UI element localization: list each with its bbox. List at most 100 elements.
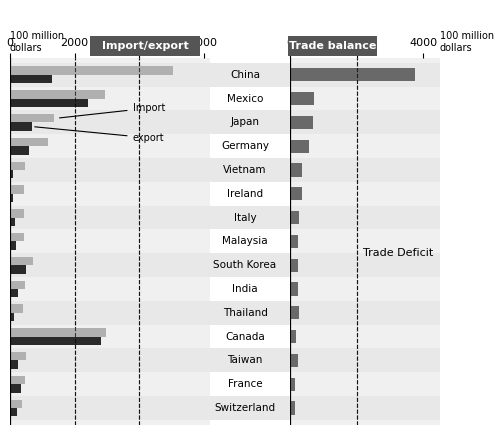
Bar (10, 122, 32, 131)
Bar (10, 376, 25, 384)
Bar (200, 158, 290, 182)
Text: France: France (228, 379, 262, 389)
Bar (290, 63, 440, 87)
Bar (290, 325, 440, 349)
Bar (10, 114, 54, 122)
Text: Ireland: Ireland (227, 189, 263, 199)
Bar (290, 283, 298, 295)
Bar (10, 218, 16, 226)
Bar (10, 206, 210, 229)
Bar (10, 170, 13, 178)
Bar (10, 360, 18, 369)
Bar (10, 75, 52, 83)
Bar (290, 164, 302, 177)
Bar (10, 63, 210, 87)
Bar (290, 164, 302, 177)
Bar (10, 122, 32, 131)
Bar (10, 289, 18, 297)
Text: Thailand: Thailand (222, 308, 268, 318)
Bar (10, 325, 210, 349)
Bar (290, 211, 298, 224)
Bar (290, 306, 298, 319)
Bar (10, 376, 25, 384)
Bar (200, 206, 290, 229)
Bar (10, 75, 52, 83)
Bar (290, 116, 313, 129)
Bar (10, 304, 22, 313)
Text: 100 million
dollars: 100 million dollars (440, 31, 494, 53)
Bar (290, 92, 314, 105)
Text: Switzerland: Switzerland (214, 403, 276, 413)
Bar (10, 186, 24, 194)
Bar (10, 281, 26, 289)
Bar (10, 277, 210, 301)
Bar (10, 257, 33, 265)
Bar (10, 194, 12, 202)
Bar (10, 384, 20, 392)
Bar (10, 304, 22, 313)
Text: Germany: Germany (221, 141, 269, 151)
Bar (10, 134, 210, 158)
Bar (290, 139, 310, 153)
Bar (10, 67, 173, 75)
Bar (10, 400, 22, 408)
Text: Import/export: Import/export (102, 41, 188, 51)
Bar (10, 138, 48, 146)
Bar (10, 360, 18, 369)
Bar (290, 259, 298, 272)
Bar (290, 277, 440, 301)
Bar (10, 114, 54, 122)
Bar (10, 158, 210, 182)
Bar (10, 328, 106, 337)
Bar (290, 211, 298, 224)
Bar (290, 116, 313, 129)
Bar (290, 92, 314, 105)
Bar (290, 354, 298, 367)
Bar (10, 241, 16, 250)
Bar (10, 170, 13, 178)
Bar (290, 378, 294, 391)
Bar (10, 146, 29, 155)
Bar (10, 289, 18, 297)
Text: South Korea: South Korea (214, 260, 276, 270)
Bar (290, 158, 440, 182)
Bar (290, 301, 440, 325)
Bar (10, 209, 24, 218)
Bar (10, 281, 26, 289)
Bar (10, 241, 16, 250)
Bar (200, 253, 290, 277)
Bar (290, 378, 294, 391)
Text: export: export (34, 127, 164, 143)
Bar (10, 87, 210, 110)
Text: Taiwan: Taiwan (228, 355, 262, 365)
Bar (10, 265, 26, 274)
Text: Mexico: Mexico (227, 93, 263, 104)
Bar (290, 253, 440, 277)
Bar (290, 87, 440, 110)
Bar (10, 257, 33, 265)
Bar (290, 182, 440, 206)
Bar (10, 352, 26, 360)
Bar (290, 235, 298, 248)
Bar (290, 259, 298, 272)
Text: India: India (232, 284, 258, 294)
Bar (200, 110, 290, 134)
Bar (290, 306, 298, 319)
Bar (10, 90, 106, 99)
Bar (290, 349, 440, 372)
Bar (10, 162, 25, 170)
Bar (290, 187, 302, 200)
Bar (290, 396, 440, 420)
Bar (290, 134, 440, 158)
Bar (10, 396, 210, 420)
Bar (10, 372, 210, 396)
Text: Italy: Italy (234, 213, 256, 223)
Bar (290, 139, 310, 153)
Bar (10, 110, 210, 134)
Bar (10, 162, 25, 170)
Bar (10, 67, 173, 75)
Bar (10, 138, 48, 146)
Bar (290, 110, 440, 134)
Bar (290, 68, 415, 81)
Text: Trade balance: Trade balance (289, 41, 376, 51)
